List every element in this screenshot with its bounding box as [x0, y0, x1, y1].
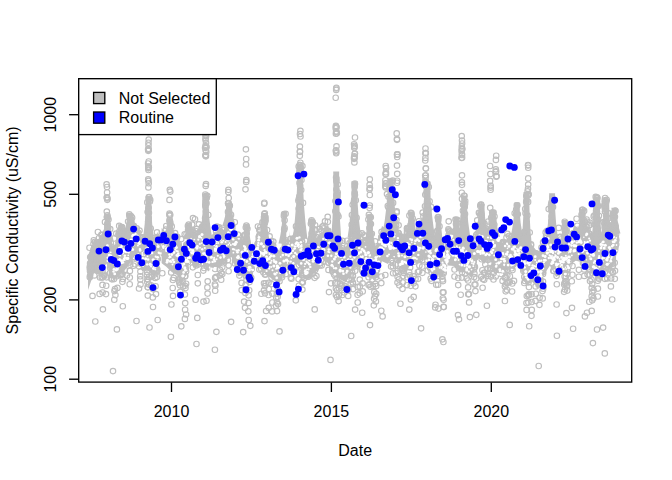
svg-text:100: 100	[42, 366, 59, 393]
svg-text:200: 200	[42, 286, 59, 313]
svg-text:Specific Conductivity (uS/cm): Specific Conductivity (uS/cm)	[4, 126, 21, 334]
svg-text:2020: 2020	[474, 403, 510, 420]
svg-text:1000: 1000	[42, 97, 59, 133]
svg-text:2010: 2010	[154, 403, 190, 420]
svg-text:Routine: Routine	[119, 109, 174, 126]
svg-text:Not Selected: Not Selected	[119, 90, 211, 107]
svg-text:Date: Date	[338, 442, 372, 459]
svg-text:2015: 2015	[314, 403, 350, 420]
svg-text:500: 500	[42, 181, 59, 208]
